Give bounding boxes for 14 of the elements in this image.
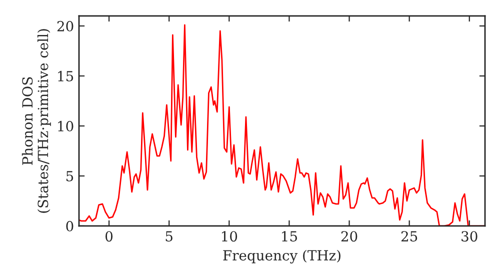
x-tick-label: 20 (341, 231, 358, 242)
x-tick-label: 30 (462, 231, 478, 242)
x-tick-label: 15 (282, 231, 297, 242)
x-tick-label: 25 (401, 231, 418, 242)
y-tick-label: 5 (66, 171, 74, 182)
x-axis-title: Frequency (THz) (223, 250, 340, 264)
y-tick-label: 10 (58, 120, 74, 132)
y-tick-label: 20 (57, 20, 74, 32)
y-tick-label: 15 (58, 70, 74, 82)
x-tick-label: 10 (222, 231, 238, 242)
x-tick-label: 5 (166, 231, 172, 242)
y-tick-label: 0 (66, 220, 74, 232)
x-tick-label: 0 (106, 231, 113, 242)
y-axis-title: Phonon DOS (States/THz·primitive cell) (22, 29, 51, 213)
